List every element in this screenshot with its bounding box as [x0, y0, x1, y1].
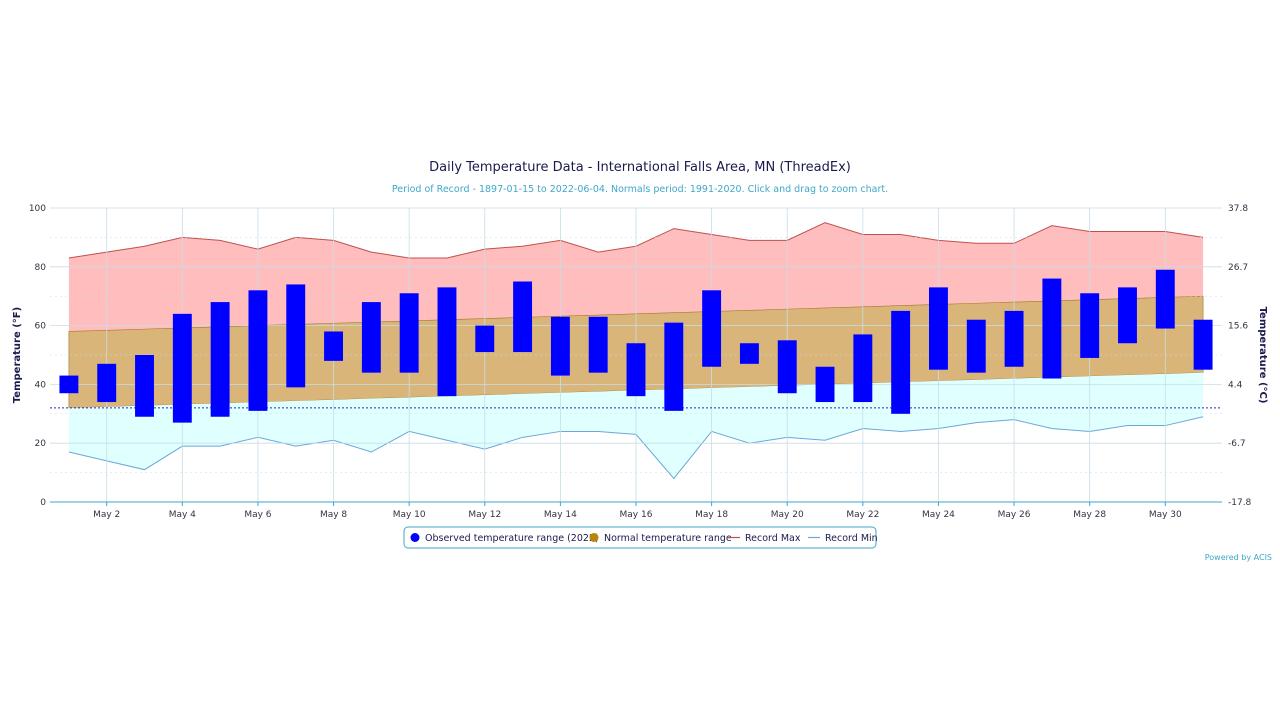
observed-bar: [97, 363, 117, 403]
x-tick-label: May 6: [244, 510, 271, 520]
legend-normal-label: Normal temperature range: [604, 533, 732, 544]
x-tick-label: May 18: [695, 510, 728, 520]
legend-observed-label: Observed temperature range (2022): [425, 533, 599, 544]
x-tick-label: May 24: [922, 510, 955, 520]
observed-bar: [135, 355, 154, 417]
x-tick-label: May 2: [93, 510, 120, 520]
x-tick-label: May 20: [771, 510, 804, 520]
observed-bar: [739, 343, 759, 364]
legend-item-observed[interactable]: Observed temperature range (2022): [410, 533, 599, 544]
x-tick-label: May 22: [846, 510, 879, 520]
y-tick-label-left: 80: [35, 263, 47, 273]
observed-bar: [929, 287, 948, 370]
observed-bar: [361, 302, 381, 373]
y-tick-label-left: 20: [35, 439, 47, 449]
observed-bar: [550, 316, 570, 376]
x-tick-label: May 12: [468, 510, 501, 520]
observed-bar: [1193, 319, 1213, 370]
credit-link[interactable]: Powered by ACIS: [1204, 553, 1272, 562]
y-tick-label-left: 40: [35, 380, 47, 390]
observed-bar: [1080, 293, 1100, 358]
x-tick-label: May 26: [998, 510, 1031, 520]
observed-bars: [59, 269, 1213, 423]
x-tick-label: May 16: [620, 510, 653, 520]
observed-bar: [853, 334, 873, 403]
legend-item-record-min[interactable]: Record Min: [808, 533, 878, 544]
observed-bar: [664, 322, 684, 411]
observed-bar: [1004, 310, 1024, 367]
legend-item-record-max[interactable]: Record Max: [728, 533, 801, 544]
legend-record-max-label: Record Max: [745, 533, 801, 544]
observed-bar: [513, 281, 533, 353]
observed-bar: [210, 302, 230, 417]
observed-bar: [437, 287, 457, 397]
x-tick-label: May 8: [320, 510, 347, 520]
y-tick-label-left: 60: [35, 322, 47, 332]
legend-record-min-label: Record Min: [825, 533, 878, 544]
chart-subtitle: Period of Record - 1897-01-15 to 2022-06…: [391, 184, 889, 195]
y-tick-label-right: 15.6: [1228, 322, 1248, 332]
x-tick-label: May 10: [393, 510, 426, 520]
observed-bar: [626, 343, 646, 397]
y-tick-label-left: 100: [29, 204, 46, 214]
observed-bar: [815, 366, 835, 403]
x-tick-label: May 28: [1073, 510, 1106, 520]
y-tick-label-left: 0: [40, 498, 46, 508]
y-tick-label-right: 26.7: [1228, 263, 1248, 273]
y-tick-label-right: 4.4: [1228, 380, 1243, 390]
chart-axes: 0 -17.8 20 -6.7 40 4.4 60 15.6 80 26.7 100 37.8 May …: [29, 204, 1252, 520]
observed-bar: [777, 340, 797, 394]
observed-bar: [891, 310, 911, 414]
chart-title: Daily Temperature Data - International F…: [429, 160, 851, 175]
y-tick-label-right: 37.8: [1228, 204, 1248, 214]
y-axis-title-right: Temperature (°C): [1257, 307, 1268, 404]
observed-bar: [475, 325, 495, 353]
legend-item-normal[interactable]: Normal temperature range: [589, 533, 732, 544]
observed-bar: [172, 313, 192, 423]
x-tick-label: May 14: [544, 510, 577, 520]
y-tick-label-right: -6.7: [1228, 439, 1246, 449]
chart-legend: Observed temperature range (2022) Normal…: [403, 526, 878, 549]
observed-bar: [1118, 287, 1137, 344]
observed-bar: [324, 331, 343, 361]
observed-bar: [399, 293, 419, 373]
observed-bar: [59, 375, 79, 394]
observed-bar: [588, 316, 608, 373]
observed-bar: [1155, 269, 1175, 329]
y-tick-label-right: -17.8: [1228, 498, 1252, 508]
legend-frame: [403, 526, 877, 549]
legend-normal-marker: [589, 533, 599, 542]
observed-bar: [248, 290, 268, 411]
y-axis-title-left: Temperature (°F): [12, 307, 23, 403]
observed-bar: [286, 284, 306, 388]
x-tick-label: May 4: [169, 510, 196, 520]
observed-bar: [702, 290, 722, 367]
legend-observed-marker: [410, 533, 420, 542]
x-tick-label: May 30: [1149, 510, 1182, 520]
observed-bar: [1042, 278, 1062, 379]
observed-bar: [966, 319, 986, 373]
